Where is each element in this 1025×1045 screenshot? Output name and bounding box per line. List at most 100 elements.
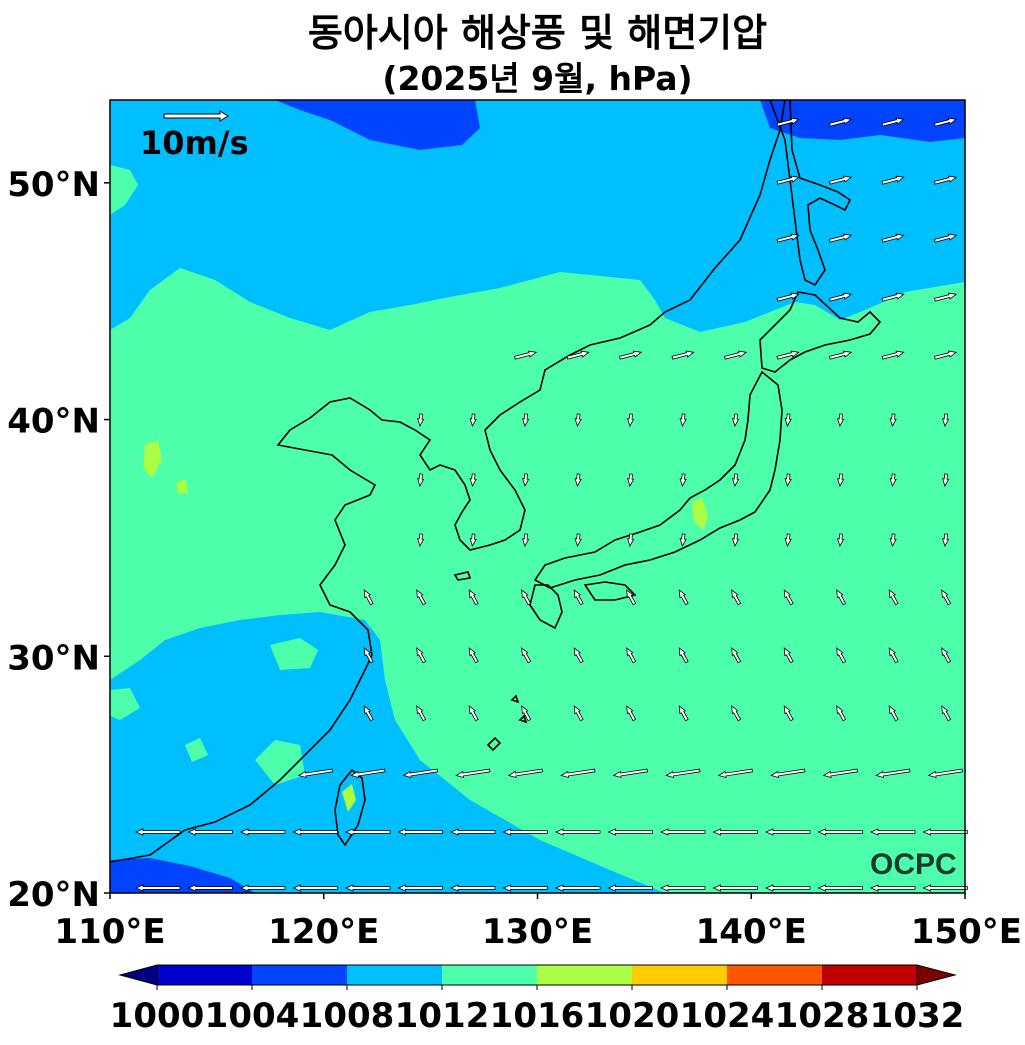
wind-arrow-icon (292, 884, 338, 892)
coastline-honshu (533, 370, 783, 589)
pressure-band-1004-southwest (110, 858, 255, 893)
lat-axis: 50°N 40°N 30°N 20°N (7, 165, 110, 915)
pressure-patch-1016-d (342, 784, 356, 812)
wind-arrow-icon (784, 473, 792, 488)
wind-arrow-icon (776, 233, 800, 243)
wind-arrow-icon (837, 473, 845, 488)
pressure-band-1008-south (110, 612, 665, 893)
wind-arrow-icon (888, 589, 899, 606)
coastline-china-korea (110, 100, 786, 863)
wind-arrow-icon (659, 828, 706, 836)
lat-tick-label: 20°N (7, 875, 100, 915)
colorbar-swatch (632, 965, 727, 985)
reference-arrow-icon (163, 110, 229, 122)
wind-arrow-icon (934, 175, 958, 185)
wind-arrow-icon (554, 884, 601, 892)
wind-arrow-icon (665, 768, 701, 779)
wind-arrow-icon (350, 768, 386, 779)
wind-arrow-icon (922, 828, 968, 836)
wind-arrow-icon (776, 117, 800, 127)
wind-arrow-icon (573, 589, 584, 606)
map-subtitle: (2025년 9월, hPa) (382, 59, 693, 98)
wind-arrow-icon (574, 533, 582, 548)
wind-arrow-icon (397, 884, 443, 892)
wind-arrow-icon (712, 828, 758, 836)
lon-tick-label: 120°E (268, 912, 379, 952)
wind-arrow-icon (574, 413, 582, 428)
wind-arrow-icon (468, 705, 479, 722)
wind-arrow-icon (363, 589, 374, 606)
colorbar-swatch (727, 965, 822, 985)
wind-arrow-icon (469, 473, 477, 488)
wind-arrow-icon (522, 533, 530, 548)
wind-arrow-icon (881, 233, 905, 243)
wind-arrow-icon (829, 233, 853, 243)
pressure-patch-1016-a (143, 440, 162, 478)
pressure-patch-1012-south-d (110, 688, 140, 720)
wind-arrow-icon (521, 647, 532, 664)
wind-arrow-icon (502, 884, 548, 892)
coastline-jeju (453, 571, 472, 581)
wind-arrow-icon (712, 884, 758, 892)
wind-arrow-icon (732, 533, 740, 548)
wind-arrow-icon (134, 828, 181, 836)
coastline-sakhalin (769, 100, 852, 287)
colorbar-tick-label: 1004 (205, 996, 300, 1036)
pressure-patch-1016-b (176, 480, 188, 494)
wind-arrow-icon (836, 589, 847, 606)
wind-arrow-icon (731, 705, 742, 722)
wind-arrow-icon (626, 647, 637, 664)
wind-arrow-icon (822, 768, 858, 779)
wind-arrow-icon (678, 589, 689, 606)
wind-arrow-icon (292, 828, 338, 836)
wind-arrow-icon (764, 884, 811, 892)
colorbar: 1000 1004 1008 1012 1016 1020 1024 1028 1032 (110, 964, 964, 1036)
coastline-hokkaido (759, 291, 882, 373)
wind-arrow-icon (560, 768, 596, 779)
wind-arrow-icon (469, 533, 477, 548)
wind-arrow-icon (297, 768, 333, 779)
colorbar-tick-label: 1000 (110, 996, 205, 1036)
wind-arrow-icon (731, 647, 742, 664)
wind-arrow-icon (678, 705, 689, 722)
pressure-patch-1016-c (692, 498, 708, 530)
wind-arrow-icon (776, 350, 800, 360)
wind-arrow-icon (659, 884, 706, 892)
wind-vectors (134, 117, 968, 892)
wind-arrow-icon (239, 828, 286, 836)
colorbar-swatch (347, 965, 442, 985)
wind-arrow-icon (573, 705, 584, 722)
wind-arrow-icon (888, 705, 899, 722)
wind-arrow-icon (626, 589, 637, 606)
pressure-patch-1012-south-b (255, 740, 305, 785)
wind-arrow-icon (612, 768, 648, 779)
wind-arrow-icon (502, 828, 548, 836)
wind-arrow-icon (417, 473, 425, 488)
coastline-taiwan (334, 768, 366, 847)
wind-arrow-icon (626, 705, 637, 722)
wind-arrow-icon (764, 828, 811, 836)
lon-tick-label: 150°E (911, 912, 1022, 952)
colorbar-swatch (442, 965, 537, 985)
wind-arrow-icon (627, 473, 635, 488)
colorbar-tick-label: 1012 (395, 996, 490, 1036)
lon-axis: 110°E 120°E 130°E 140°E 150°E (54, 893, 1022, 952)
wind-arrow-icon (829, 175, 853, 185)
wind-arrow-icon (678, 647, 689, 664)
wind-arrow-icon (881, 292, 905, 302)
wind-arrow-icon (881, 117, 905, 127)
pressure-band-1004-northeast (760, 100, 965, 142)
wind-arrow-icon (363, 705, 374, 722)
wind-arrow-icon (679, 533, 687, 548)
lat-tick-label: 40°N (7, 402, 100, 442)
colorbar-swatch (252, 965, 347, 985)
wind-arrow-icon (344, 828, 391, 836)
wind-arrow-icon (468, 589, 479, 606)
wind-arrow-icon (934, 117, 958, 127)
lat-tick-label: 30°N (7, 638, 100, 678)
wind-arrow-icon (521, 705, 532, 722)
wind-arrow-icon (397, 828, 443, 836)
coastline-shikoku (583, 581, 637, 601)
coastline-kyushu (529, 584, 563, 630)
wind-arrow-icon (776, 175, 800, 185)
